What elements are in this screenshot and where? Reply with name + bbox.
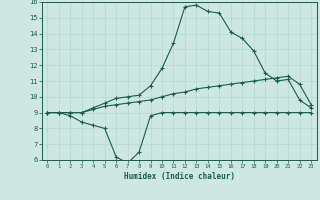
X-axis label: Humidex (Indice chaleur): Humidex (Indice chaleur) [124, 172, 235, 181]
